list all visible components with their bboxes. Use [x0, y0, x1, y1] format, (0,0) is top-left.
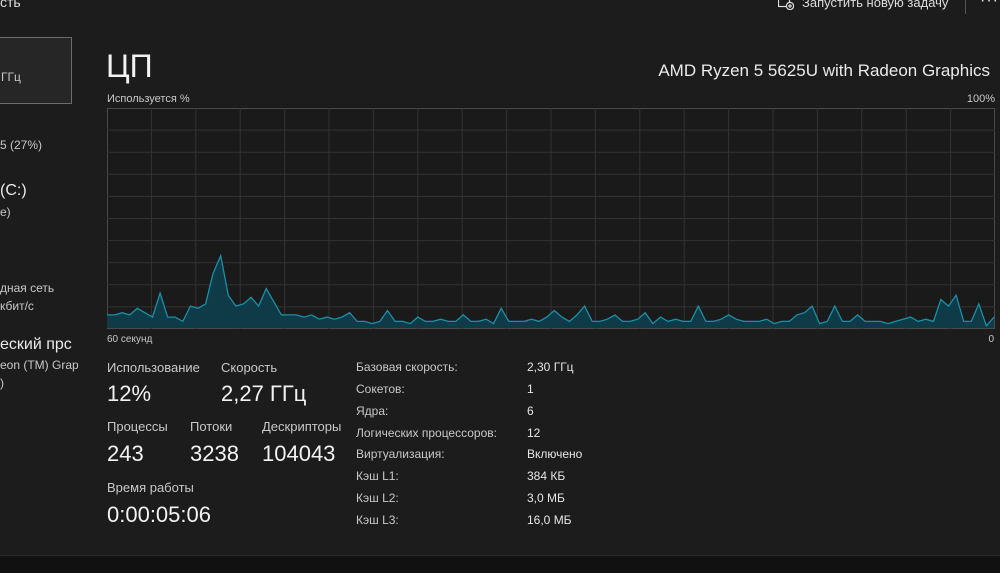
sidebar-item-label: (C:)	[0, 182, 27, 199]
info-value: 16,0 МБ	[527, 513, 572, 527]
new-task-label: Запустить новую задачу	[802, 0, 949, 10]
processes-value: 243	[107, 441, 144, 466]
uptime-label: Время работы	[107, 480, 194, 495]
info-label: Виртуализация:	[356, 447, 445, 461]
info-label: Сокетов:	[356, 382, 405, 396]
uptime-value: 0:00:05:06	[107, 502, 211, 527]
more-options-button[interactable]: ···	[980, 0, 999, 9]
graph-x-right-label: 0	[988, 334, 994, 345]
taskbar	[0, 555, 1000, 573]
info-label: Ядра:	[356, 404, 389, 418]
sidebar-item-label: дная сеть	[0, 281, 55, 295]
info-value: 6	[527, 404, 534, 418]
run-new-task-button[interactable]: Запустить новую задачу	[778, 0, 948, 10]
usage-label: Использование	[107, 360, 200, 375]
speed-label: Скорость	[221, 360, 278, 375]
info-label: Кэш L3:	[356, 513, 399, 527]
sidebar-item-sublabel: )	[0, 376, 4, 390]
cpu-usage-graph	[107, 108, 995, 329]
processes-label: Процессы	[107, 419, 168, 434]
handles-label: Дескрипторы	[262, 419, 342, 434]
threads-value: 3238	[190, 441, 239, 466]
threads-label: Потоки	[190, 419, 233, 434]
info-label: Базовая скорость:	[356, 360, 458, 374]
graph-y-label: Используется %	[107, 93, 190, 105]
info-value: 1	[527, 382, 534, 396]
sidebar-item-sublabel: eon (TM) Grap	[0, 358, 79, 372]
page-header-text: сть	[0, 0, 21, 10]
sidebar-item-cpu[interactable]: ГГц	[0, 37, 72, 104]
sidebar-item-sublabel: кбит/с	[0, 299, 34, 313]
sidebar-item-label: 5 (27%)	[0, 138, 43, 152]
info-value: 12	[527, 426, 541, 440]
cpu-usage-area	[107, 255, 994, 328]
sidebar-item-sublabel: e)	[0, 205, 11, 219]
page-title: ЦП	[106, 48, 153, 84]
toolbar-divider	[965, 0, 966, 14]
graph-x-left-label: 60 секунд	[107, 334, 153, 345]
usage-value: 12%	[107, 381, 152, 406]
info-label: Кэш L1:	[356, 469, 399, 483]
info-value: 3,0 МБ	[527, 491, 565, 505]
graph-y-max-label: 100%	[966, 93, 995, 105]
new-task-icon	[778, 0, 794, 10]
info-value: 384 КБ	[527, 469, 566, 483]
info-value: Включено	[527, 447, 583, 461]
sidebar-item-label: еский прс	[0, 336, 72, 353]
performance-sidebar: ГГц 5 (27%) (C:) e) дная сеть кбит/с еск…	[0, 0, 80, 555]
speed-value: 2,27 ГГц	[221, 381, 307, 406]
info-value: 2,30 ГГц	[527, 360, 574, 374]
info-label: Логических процессоров:	[356, 426, 497, 440]
sidebar-item-label: ГГц	[1, 70, 21, 84]
cpu-usage-line	[107, 253, 995, 328]
handles-value: 104043	[262, 441, 336, 466]
cpu-model-name: AMD Ryzen 5 5625U with Radeon Graphics	[658, 61, 990, 80]
info-label: Кэш L2:	[356, 491, 399, 505]
